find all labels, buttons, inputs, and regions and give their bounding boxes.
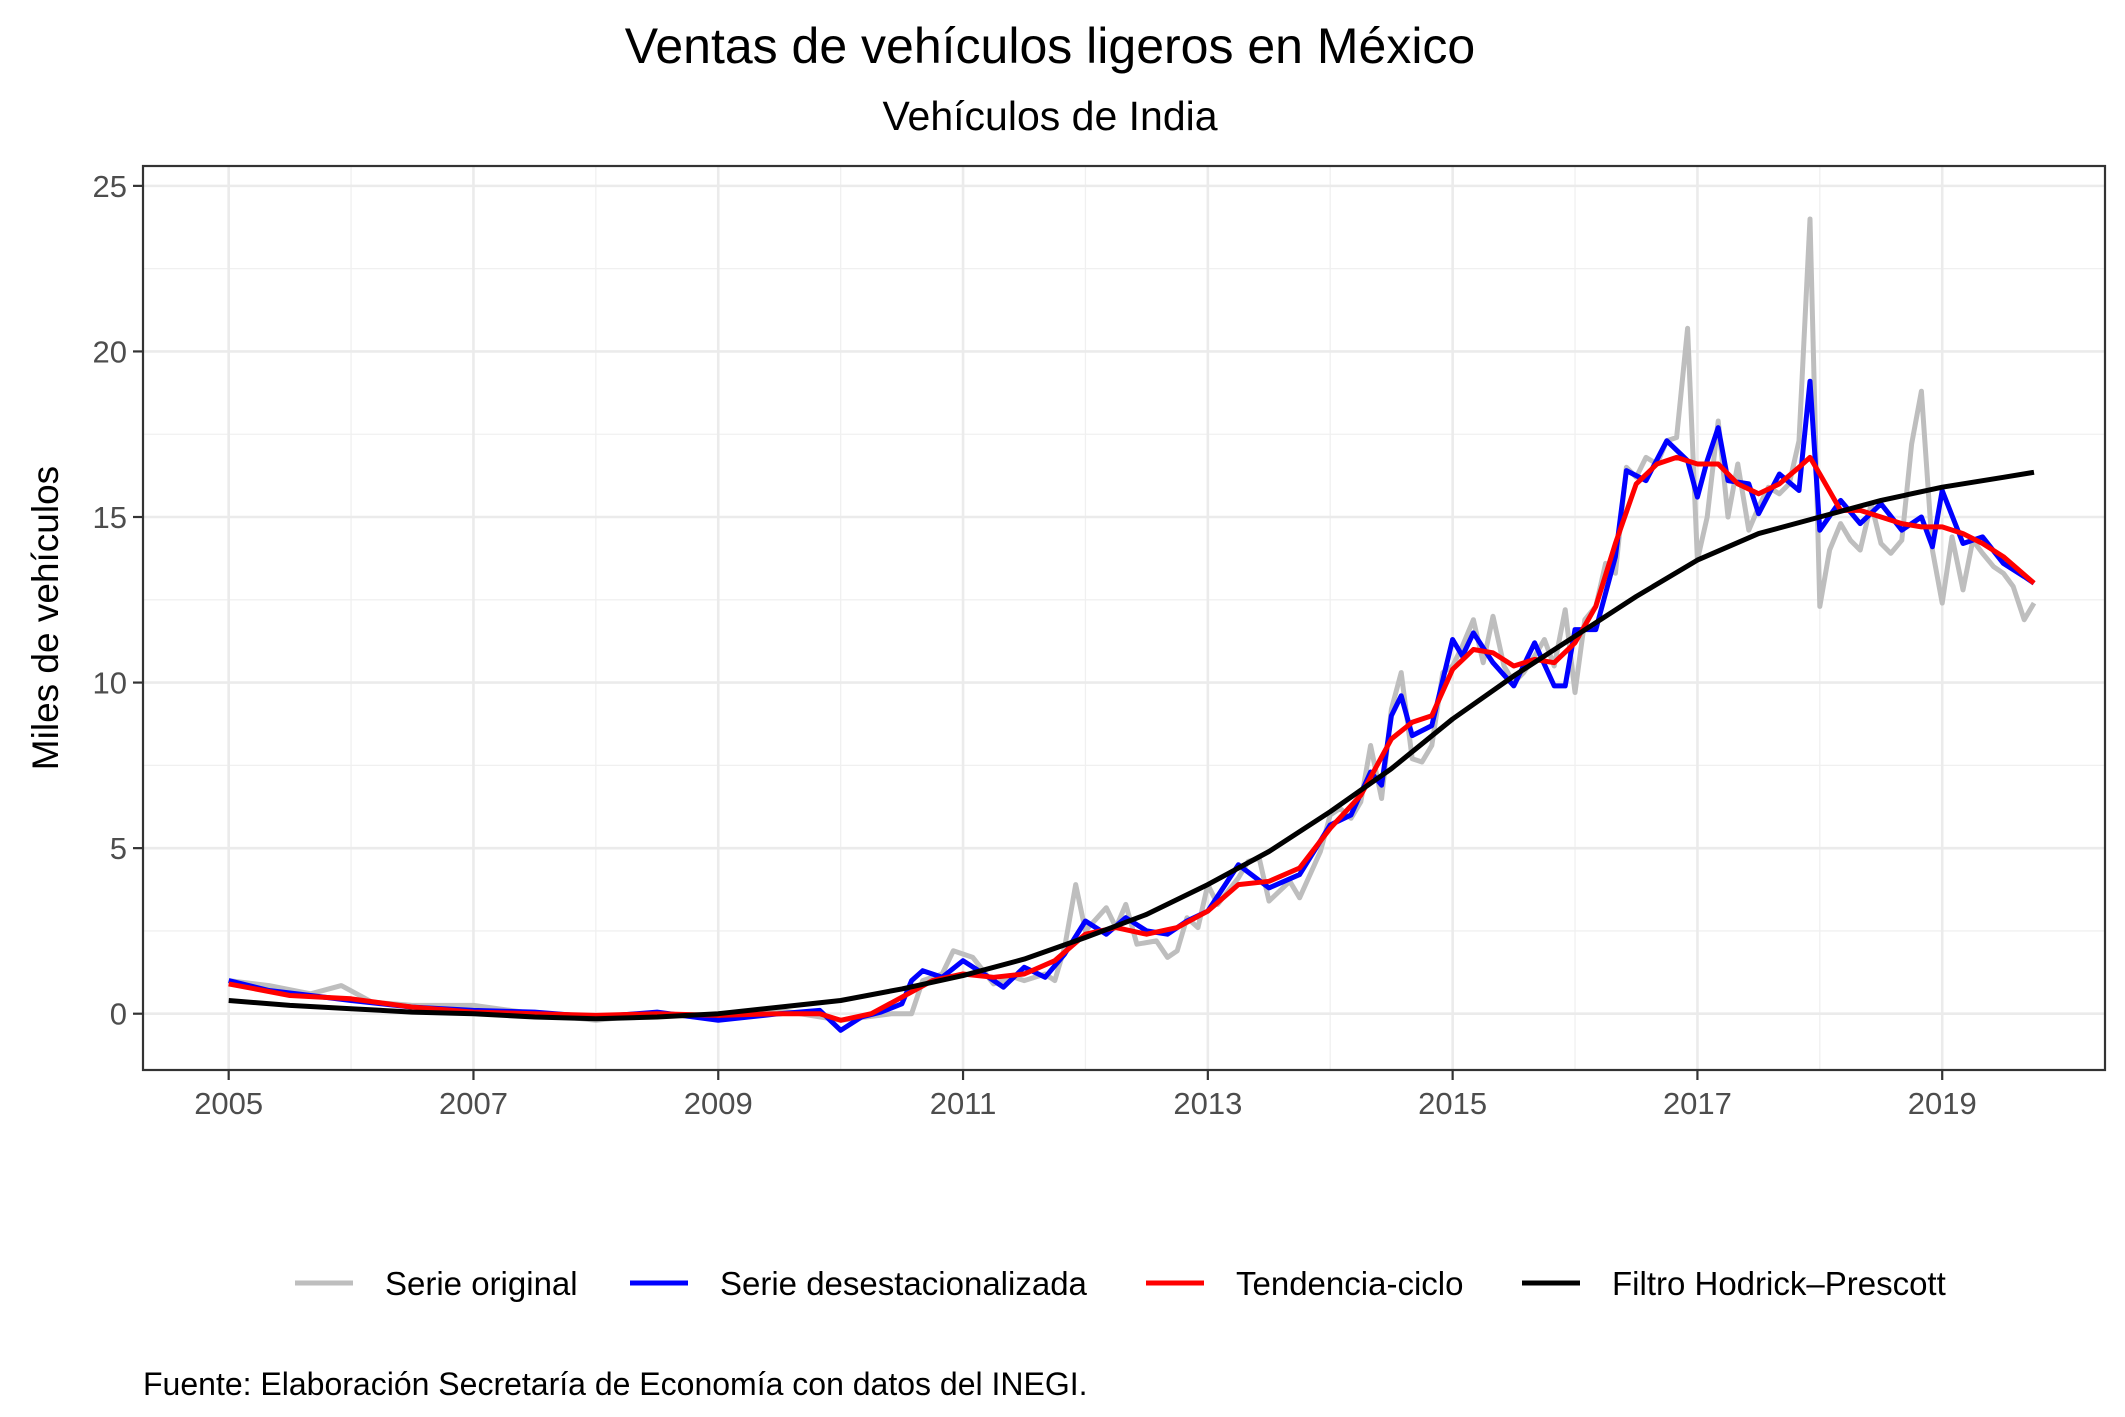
x-tick-label: 2019 <box>1908 1086 1977 1121</box>
legend: Serie original Serie desestacionalizada Te… <box>295 1265 1946 1302</box>
series-line-4 <box>228 469 2035 1022</box>
y-tick-label: 20 <box>93 334 127 369</box>
x-tick-label: 2015 <box>1418 1086 1487 1121</box>
plot-panel-border <box>141 164 2107 1072</box>
x-tick-label: 2007 <box>439 1086 508 1121</box>
chart-subtitle: Vehículos de India <box>882 93 1217 139</box>
y-tick-label: 0 <box>110 997 127 1032</box>
minor-gridlines <box>143 166 2105 1070</box>
series-line-1 <box>228 216 2037 1023</box>
series-layer <box>228 216 2037 1033</box>
legend-label-4: Filtro Hodrick–Prescott <box>1612 1265 1946 1302</box>
y-tick-label: 10 <box>93 666 127 701</box>
y-axis: 0 5 10 15 20 25 <box>93 169 143 1032</box>
y-tick-label: 5 <box>110 831 127 866</box>
x-axis: 2005 2007 2009 2011 2013 2015 2017 2019 <box>194 1070 1977 1121</box>
x-tick-label: 2009 <box>684 1086 753 1121</box>
y-tick-label: 15 <box>93 500 127 535</box>
y-axis-label: Miles de vehículos <box>25 466 66 770</box>
y-tick-label: 25 <box>93 169 127 204</box>
series-line-3 <box>228 454 2036 1023</box>
x-tick-label: 2011 <box>930 1086 997 1121</box>
x-tick-label: 2013 <box>1173 1086 1242 1121</box>
chart-title: Ventas de vehículos ligeros en México <box>625 18 1476 74</box>
legend-label-1: Serie original <box>385 1265 578 1302</box>
legend-label-2: Serie desestacionalizada <box>720 1265 1088 1302</box>
x-tick-label: 2017 <box>1663 1086 1732 1121</box>
legend-label-3: Tendencia-ciclo <box>1236 1265 1463 1302</box>
x-tick-label: 2005 <box>194 1086 263 1121</box>
chart-caption: Fuente: Elaboración Secretaría de Econom… <box>143 1366 1088 1402</box>
